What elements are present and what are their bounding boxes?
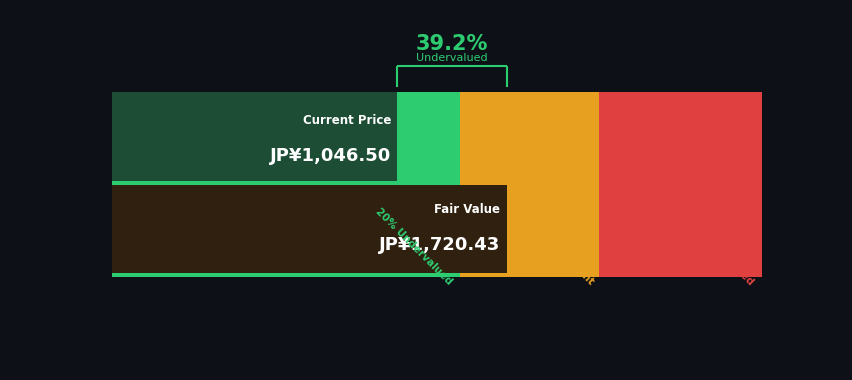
Text: Undervalued: Undervalued <box>416 53 487 63</box>
Text: About Right: About Right <box>538 230 595 287</box>
Text: 20% Undervalued: 20% Undervalued <box>373 206 453 287</box>
Bar <box>460 92 598 277</box>
Text: JP¥1,720.43: JP¥1,720.43 <box>378 236 499 254</box>
Bar <box>112 92 460 277</box>
Bar <box>112 185 506 273</box>
Text: 20% Overvalued: 20% Overvalued <box>680 212 755 287</box>
Text: Fair Value: Fair Value <box>434 203 499 216</box>
Text: JP¥1,046.50: JP¥1,046.50 <box>269 147 390 165</box>
Bar <box>112 92 397 181</box>
Text: Current Price: Current Price <box>302 114 390 127</box>
Bar <box>598 92 762 277</box>
Text: 39.2%: 39.2% <box>416 34 487 54</box>
